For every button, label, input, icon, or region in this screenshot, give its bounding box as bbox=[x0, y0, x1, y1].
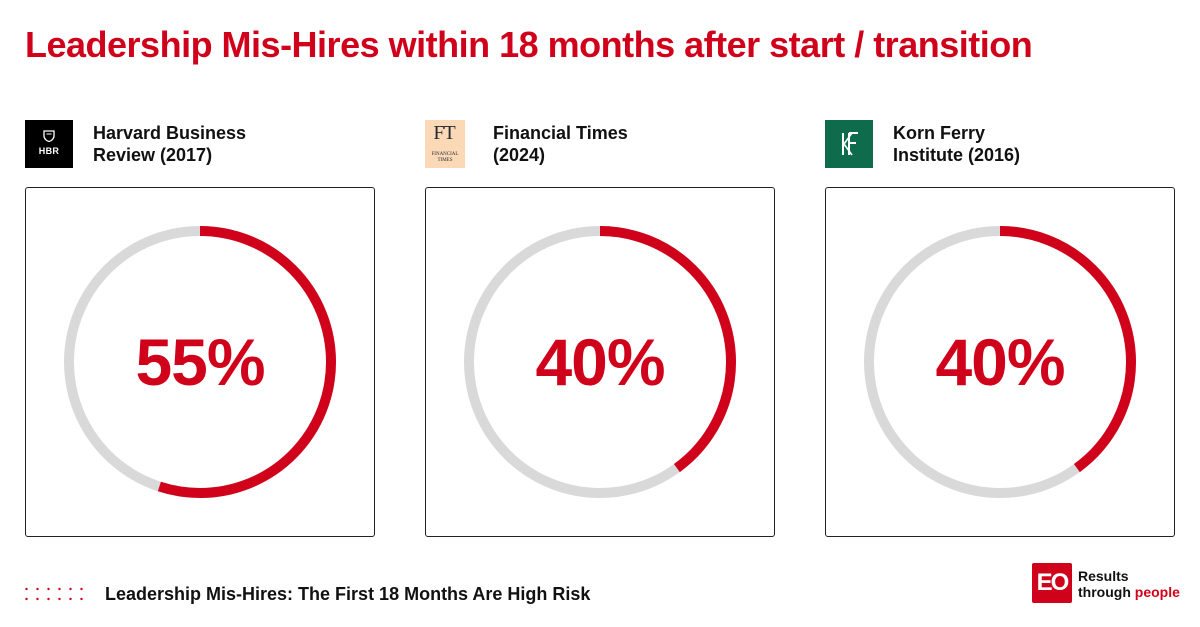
donut-arc bbox=[464, 226, 736, 498]
source-name-line2: Review (2017) bbox=[93, 145, 213, 165]
eo-tagline-through: through bbox=[1078, 584, 1135, 600]
eo-logo: EO bbox=[1032, 563, 1072, 603]
source-ft: FT FINANCIAL TIMES Financial Times (2024… bbox=[425, 120, 693, 168]
ft-logo-panel bbox=[425, 120, 465, 168]
percentage-value: 40% bbox=[935, 325, 1065, 399]
source-name: Harvard Business Review (2017) bbox=[93, 122, 293, 166]
eo-logo-text: EO bbox=[1036, 569, 1070, 596]
hbr-logo: HBR bbox=[25, 120, 73, 168]
stat-card-hbr: 55% bbox=[25, 187, 375, 537]
source-name-line2: Institute (2016) bbox=[893, 145, 1021, 165]
footer-caption: Leadership Mis-Hires: The First 18 Month… bbox=[105, 584, 591, 604]
shield-icon bbox=[43, 130, 55, 142]
eo-tagline-line1: Results bbox=[1078, 568, 1129, 584]
ft-logo-small-text: FINANCIAL TIMES bbox=[431, 152, 459, 163]
source-hbr: HBR Harvard Business Review (2017) bbox=[25, 120, 293, 168]
source-name: Financial Times (2024) bbox=[493, 122, 693, 166]
source-name: Korn Ferry Institute (2016) bbox=[893, 122, 1093, 166]
stat-card-kf: 40% bbox=[825, 187, 1175, 537]
source-name-line2: (2024) bbox=[493, 145, 546, 165]
stat-card-ft: 40% bbox=[425, 187, 775, 537]
percentage-value: 40% bbox=[535, 325, 665, 399]
eo-tagline-line2: through people bbox=[1078, 584, 1180, 600]
donut-arc bbox=[64, 226, 336, 498]
kf-logo bbox=[825, 120, 873, 168]
percentage-value: 55% bbox=[135, 325, 265, 399]
donut-chart-ft bbox=[464, 226, 736, 498]
source-name-line1: Financial Times bbox=[493, 123, 628, 143]
eo-tagline: Results through people bbox=[1078, 568, 1180, 600]
kf-monogram-icon bbox=[842, 132, 858, 156]
page-title: Leadership Mis-Hires within 18 months af… bbox=[25, 24, 1033, 65]
donut-arc bbox=[864, 226, 1136, 498]
source-name-line1: Harvard Business bbox=[93, 123, 247, 143]
donut-chart-kf bbox=[864, 226, 1136, 498]
hbr-logo-text: HBR bbox=[38, 146, 60, 156]
dotted-divider-icon bbox=[25, 587, 83, 601]
ft-logo: FT FINANCIAL TIMES bbox=[425, 120, 473, 168]
source-name-line1: Korn Ferry bbox=[893, 123, 986, 143]
source-kf: Korn Ferry Institute (2016) bbox=[825, 120, 1093, 168]
ft-logo-text: FT bbox=[433, 122, 455, 144]
donut-chart-hbr bbox=[64, 226, 336, 498]
eo-tagline-people: people bbox=[1134, 584, 1180, 600]
